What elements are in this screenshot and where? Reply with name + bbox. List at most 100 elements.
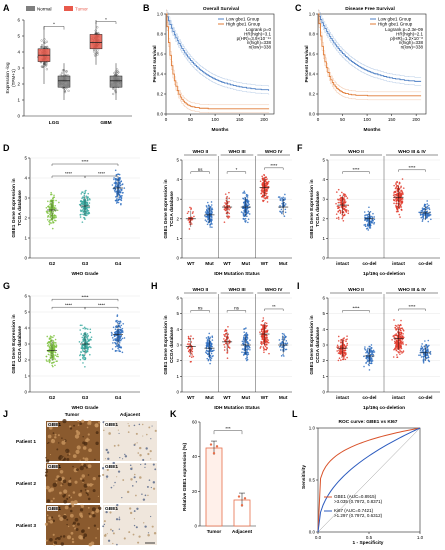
stain-texture xyxy=(105,475,109,478)
data-point xyxy=(242,354,245,356)
panel-e: E GBE1 Gene Expression in TCGA database 0 1 2… xyxy=(151,143,292,277)
stain-texture xyxy=(107,539,111,542)
stain-texture xyxy=(144,466,146,469)
data-point xyxy=(114,188,117,191)
data-point xyxy=(371,221,374,224)
stain-texture xyxy=(146,485,149,488)
data-point xyxy=(84,365,86,368)
data-point xyxy=(56,355,58,358)
data-point xyxy=(249,348,251,351)
data-point xyxy=(373,223,375,225)
data-point xyxy=(245,194,248,196)
group-label: intact xyxy=(392,395,405,401)
stain-texture xyxy=(153,532,157,535)
data-point xyxy=(241,351,243,353)
data-point xyxy=(86,333,89,335)
data-point xyxy=(395,339,398,342)
data-point xyxy=(398,191,401,193)
data-point xyxy=(422,348,425,351)
data-point xyxy=(371,353,373,355)
data-point xyxy=(398,202,401,205)
data-point xyxy=(84,341,87,343)
data-point xyxy=(207,221,210,224)
data-point xyxy=(246,344,249,347)
data-point xyxy=(337,210,340,213)
stain-texture xyxy=(64,505,69,510)
data-point xyxy=(243,328,246,330)
stain-texture xyxy=(147,533,150,537)
data-point xyxy=(245,359,248,362)
stain-texture xyxy=(82,536,86,539)
data-point xyxy=(55,342,57,344)
gbe1-tag: GBE1 xyxy=(105,422,118,428)
data-point xyxy=(423,207,426,210)
stain-texture xyxy=(81,419,85,423)
data-point xyxy=(83,214,85,216)
data-point xyxy=(264,192,266,195)
data-point xyxy=(240,504,244,507)
data-point xyxy=(82,203,84,206)
data-point xyxy=(337,340,340,342)
stain-texture xyxy=(62,535,66,538)
data-point xyxy=(242,217,245,220)
data-point xyxy=(118,341,121,344)
data-point xyxy=(86,328,89,330)
data-point xyxy=(401,198,404,200)
data-point xyxy=(262,346,265,348)
data-point xyxy=(119,337,121,339)
data-point xyxy=(261,187,264,190)
data-point xyxy=(193,215,195,218)
data-point xyxy=(285,340,288,342)
tick-label-x: 150 xyxy=(388,117,396,122)
data-point xyxy=(48,223,51,226)
data-point xyxy=(246,351,249,354)
data-point xyxy=(337,335,340,338)
data-point xyxy=(422,356,425,359)
data-point xyxy=(243,213,245,215)
data-point xyxy=(266,197,269,199)
panel-b: B Overall Survival Percent survival Mont… xyxy=(143,3,275,133)
data-point xyxy=(337,346,340,348)
data-point xyxy=(226,201,229,203)
stain-texture xyxy=(47,441,50,444)
data-point xyxy=(204,219,207,221)
stain-texture xyxy=(144,525,147,528)
data-point xyxy=(207,339,209,342)
group-label: co-del xyxy=(418,261,432,267)
data-point xyxy=(263,347,265,350)
data-point xyxy=(115,199,118,201)
data-point xyxy=(225,329,228,332)
data-point xyxy=(54,354,57,356)
data-point xyxy=(114,184,117,186)
tick-label-y: 2 xyxy=(24,358,27,363)
stain-texture xyxy=(151,525,154,528)
data-point xyxy=(228,341,231,344)
data-point xyxy=(262,319,265,322)
data-point xyxy=(246,356,248,358)
stain-texture xyxy=(80,514,84,518)
section-header: WHO III & IV xyxy=(398,287,427,293)
data-point xyxy=(336,350,338,352)
group-label: Mut xyxy=(279,261,288,267)
tick-label-y: 0.5 xyxy=(309,478,316,483)
data-point xyxy=(83,358,86,361)
stain-texture xyxy=(58,455,64,460)
data-point xyxy=(211,208,214,211)
stain-texture xyxy=(74,434,80,439)
data-point xyxy=(78,341,81,343)
tick-label-y: 0 xyxy=(176,256,179,261)
stain-texture xyxy=(94,458,96,461)
data-point xyxy=(206,357,209,360)
tick-label-y: 6 xyxy=(176,296,179,301)
data-point xyxy=(394,326,396,329)
data-point xyxy=(267,180,270,183)
data-point xyxy=(64,88,67,91)
tick-label-x: 1.0 xyxy=(417,535,424,540)
data-point xyxy=(65,70,68,73)
data-point xyxy=(426,216,428,219)
data-point xyxy=(364,225,367,227)
data-point xyxy=(397,210,399,212)
stain-texture xyxy=(74,480,78,484)
group-label: Mut xyxy=(242,261,251,267)
